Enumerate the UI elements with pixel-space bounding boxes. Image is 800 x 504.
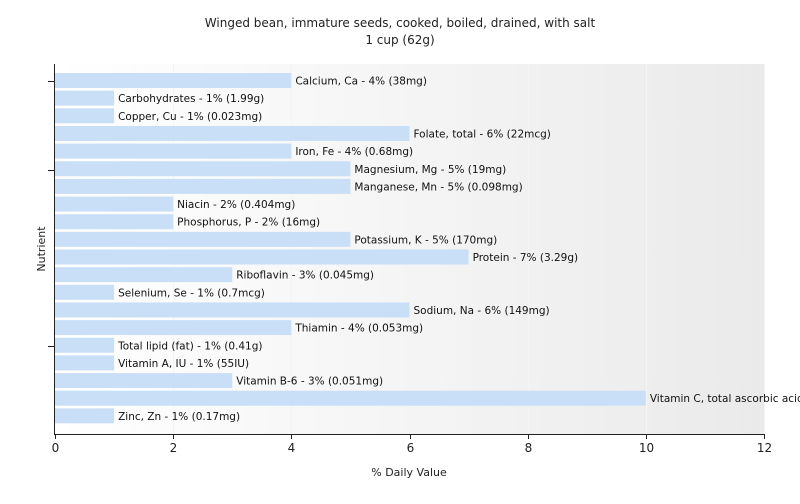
bar-layer: Calcium, Ca - 4% (38mg) Carbohydrates - 1…: [55, 73, 800, 424]
bar: [55, 249, 469, 265]
bar-label: Iron, Fe - 4% (0.68mg): [295, 146, 413, 158]
x-tick-label: 12: [757, 441, 772, 455]
bar-label: Carbohydrates - 1% (1.99g): [118, 93, 264, 105]
bar: [55, 267, 233, 283]
bar: [55, 214, 174, 230]
bar-label: Calcium, Ca - 4% (38mg): [295, 76, 427, 88]
bar-label: Magnesium, Mg - 5% (19mg): [354, 164, 506, 176]
bar: [55, 284, 115, 300]
bar: [55, 178, 351, 194]
x-tick-label: 10: [639, 441, 654, 455]
bar-label: Vitamin A, IU - 1% (55IU): [118, 358, 249, 370]
bar-label: Folate, total - 6% (22mcg): [414, 128, 551, 140]
bar: [55, 108, 115, 124]
x-tick-label: 6: [407, 441, 415, 455]
bar: [55, 161, 351, 177]
bar: [55, 125, 410, 141]
bar-label: Phosphorus, P - 2% (16mg): [177, 217, 320, 229]
bar: [55, 355, 115, 371]
bar-label: Vitamin C, total ascorbic acid - 10% (6.…: [650, 393, 800, 405]
bar-label: Vitamin B-6 - 3% (0.051mg): [236, 376, 383, 388]
bar-label: Sodium, Na - 6% (149mg): [414, 305, 550, 317]
chart-subtitle: 1 cup (62g): [365, 33, 434, 47]
bar: [55, 320, 292, 336]
bar: [55, 196, 174, 212]
bar-label: Niacin - 2% (0.404mg): [177, 199, 295, 211]
x-tick-label: 0: [52, 441, 60, 455]
bar: [55, 143, 292, 159]
bar-label: Total lipid (fat) - 1% (0.41g): [117, 340, 262, 352]
bar-label: Selenium, Se - 1% (0.7mcg): [118, 287, 265, 299]
bar: [55, 337, 115, 353]
bar: [55, 90, 115, 106]
x-tick-label: 8: [525, 441, 533, 455]
bar-label: Potassium, K - 5% (170mg): [354, 234, 497, 246]
axis-layer: 0 2 4 6 8 10 12: [48, 64, 772, 455]
bar: [55, 231, 351, 247]
bar: [55, 373, 233, 389]
bar: [55, 408, 115, 424]
bar-label: Zinc, Zn - 1% (0.17mg): [118, 411, 240, 423]
x-tick-label: 2: [170, 441, 178, 455]
bar: [55, 73, 292, 88]
y-axis-title: Nutrient: [35, 226, 48, 272]
bar-label: Riboflavin - 3% (0.045mg): [236, 270, 374, 282]
bar-label: Manganese, Mn - 5% (0.098mg): [354, 181, 522, 193]
x-tick-label: 4: [288, 441, 296, 455]
bar: [55, 302, 410, 318]
chart-title: Winged bean, immature seeds, cooked, boi…: [205, 16, 596, 30]
bar: [55, 390, 646, 406]
bar-label: Protein - 7% (3.29g): [473, 252, 579, 264]
x-axis-title: % Daily Value: [371, 466, 447, 479]
bar-label: Copper, Cu - 1% (0.023mg): [118, 111, 262, 123]
bar-label: Thiamin - 4% (0.053mg): [294, 323, 423, 335]
grid-layer: [173, 64, 765, 434]
